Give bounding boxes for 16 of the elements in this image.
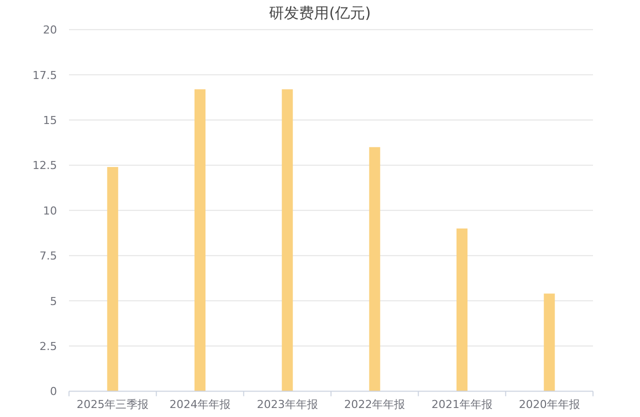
y-tick-label: 17.5 — [32, 68, 57, 82]
y-tick-label: 5 — [50, 294, 57, 308]
x-tick-label: 2022年年报 — [344, 398, 406, 412]
x-tick-label: 2020年年报 — [518, 398, 580, 412]
y-tick-label: 12.5 — [32, 159, 57, 172]
y-tick-label: 7.5 — [40, 250, 57, 263]
y-tick-label: 15 — [43, 114, 57, 127]
y-tick-label: 10 — [43, 204, 57, 218]
x-tick-label: 2024年年报 — [170, 398, 230, 412]
chart-title: 研发费用(亿元) — [269, 4, 371, 22]
y-tick-label: 2.5 — [40, 340, 57, 353]
y-tick-label: 0 — [50, 385, 57, 398]
x-tick-label: 2023年年报 — [256, 398, 318, 412]
y-tick-label: 20 — [43, 24, 57, 37]
x-tick-label: 2025年三季报 — [76, 398, 149, 412]
x-tick-label: 2021年年报 — [432, 398, 492, 412]
